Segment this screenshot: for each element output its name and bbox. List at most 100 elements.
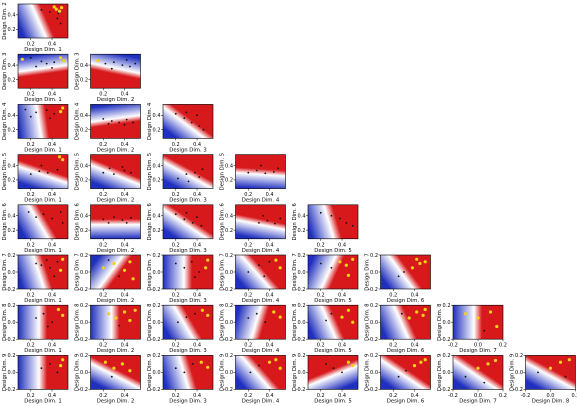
scatter-point-low <box>200 224 203 227</box>
y-tick-label: 0.0 <box>225 320 233 326</box>
scatter-point-low <box>35 262 37 265</box>
y-axis-label: Design Dim. 8 <box>2 303 8 341</box>
scatter-point-low <box>125 222 128 224</box>
surface-heatmap <box>308 305 358 340</box>
y-tick-label: 0.2 <box>80 77 88 83</box>
scatter-point-high <box>54 7 58 11</box>
y-tick-label: 0.2 <box>515 353 523 359</box>
scatter-point-high <box>96 59 100 63</box>
scatter-point-high <box>351 320 355 324</box>
scatter-point-high <box>567 358 571 362</box>
y-tick-label: 0.2 <box>8 253 16 259</box>
scatter-point-high <box>423 260 427 264</box>
scatter-point-low <box>123 123 126 126</box>
y-tick-label: 0.0 <box>298 320 306 326</box>
scatter-point-high <box>338 260 342 264</box>
x-axis-label: Design Dim. 1 <box>24 97 61 103</box>
axes-frame <box>162 204 214 240</box>
x-axis-label: Design Dim. 1 <box>24 147 61 153</box>
scatter-point-low <box>341 371 343 374</box>
scatter-point-high <box>344 263 348 267</box>
y-tick-label: -0.2 <box>78 337 88 343</box>
x-axis-label: Design Dim. 4 <box>242 348 280 354</box>
y-tick-label: -0.2 <box>296 287 306 293</box>
scatter-point-high <box>493 358 498 363</box>
y-tick-label: 0.0 <box>298 370 306 376</box>
x-tick-label: -0.2 <box>448 393 458 399</box>
x-tick-label: 0.4 <box>266 242 274 248</box>
scatter-point-low <box>255 312 258 315</box>
scatter-point-low <box>118 324 121 327</box>
y-tick-label: 0.2 <box>8 353 16 359</box>
scatter-point-high <box>112 261 116 266</box>
scatter-point-high <box>59 56 63 60</box>
surface-heatmap <box>90 154 141 189</box>
x-tick-label: 0.4 <box>48 42 56 48</box>
y-tick-label: 0.0 <box>515 370 523 376</box>
axes-frame <box>90 154 141 189</box>
scatter-point-high <box>59 364 63 368</box>
y-tick-label: 0.0 <box>8 270 16 276</box>
scatter-point-low <box>130 171 132 174</box>
surface-heatmap <box>90 355 141 390</box>
x-tick-label: 0.2 <box>99 293 107 299</box>
y-axis-label: Design Dim. 6 <box>292 202 298 240</box>
scatter-point-low <box>125 118 128 121</box>
scatter-point-low <box>330 266 333 269</box>
x-tick-label: 0.2 <box>317 293 325 299</box>
x-axis-label: Design Dim. 4 <box>242 298 280 304</box>
x-tick-label: 0.2 <box>27 293 35 299</box>
x-tick-label: 0.4 <box>266 343 274 349</box>
scatter-point-low <box>258 364 260 367</box>
y-axis-label: Design Dim. 8 <box>147 303 153 341</box>
y-tick-label: -0.2 <box>78 287 88 293</box>
scatter-point-low <box>279 217 282 220</box>
scatter-point-low <box>102 171 105 174</box>
y-tick-label: 0.4 <box>8 213 16 219</box>
scatter-point-high <box>423 358 427 362</box>
scatter-point-high <box>204 266 208 270</box>
x-tick-label: -0.2 <box>521 393 531 399</box>
x-tick-label: 0.4 <box>266 192 274 198</box>
scatter-point-low <box>38 170 41 173</box>
surface-heatmap <box>18 54 68 89</box>
y-axis-label: Design Dim. 8 <box>292 303 298 341</box>
y-tick-label: 0.0 <box>443 320 451 326</box>
scatter-point-low <box>330 312 333 315</box>
scatter-point-low <box>319 262 322 265</box>
scatter-point-low <box>325 319 327 322</box>
y-axis-label: Design Dim. 7 <box>365 253 371 290</box>
y-tick-label: 0.2 <box>8 128 16 134</box>
axes-frame <box>17 53 69 89</box>
scatter-point-low <box>185 173 188 176</box>
y-axis-label: Design Dim. 5 <box>2 153 8 190</box>
x-tick-label: 0.2 <box>27 242 35 248</box>
surface-heatmap <box>18 104 68 139</box>
y-tick-label: 0.0 <box>80 270 88 276</box>
surface-heatmap <box>90 305 141 340</box>
scatter-point-low <box>187 180 190 183</box>
x-axis-label: Design Dim. 6 <box>387 348 425 354</box>
y-tick-label: 0.0 <box>443 370 451 376</box>
scatter-point-high <box>61 257 65 261</box>
scatter-point-low <box>325 363 327 365</box>
x-tick-label: 0.2 <box>99 192 107 198</box>
scatter-point-low <box>35 111 37 114</box>
scatter-point-high <box>133 308 137 312</box>
axes-frame <box>17 204 69 240</box>
axes-frame <box>17 154 69 189</box>
scatter-point-low <box>57 12 60 15</box>
x-axis-label: Design Dim. 6 <box>387 398 425 404</box>
scatter-point-low <box>319 211 322 214</box>
y-tick-label: -0.2 <box>151 287 161 293</box>
scatter-point-low <box>110 375 113 378</box>
x-tick-label: 0.2 <box>27 343 35 349</box>
x-tick-label: 0.2 <box>317 343 325 349</box>
scatter-point-low <box>51 217 53 220</box>
scatter-point-low <box>121 166 124 168</box>
x-axis-label: Design Dim. 2 <box>97 298 134 304</box>
y-axis-label: Design Dim. 2 <box>2 2 8 39</box>
